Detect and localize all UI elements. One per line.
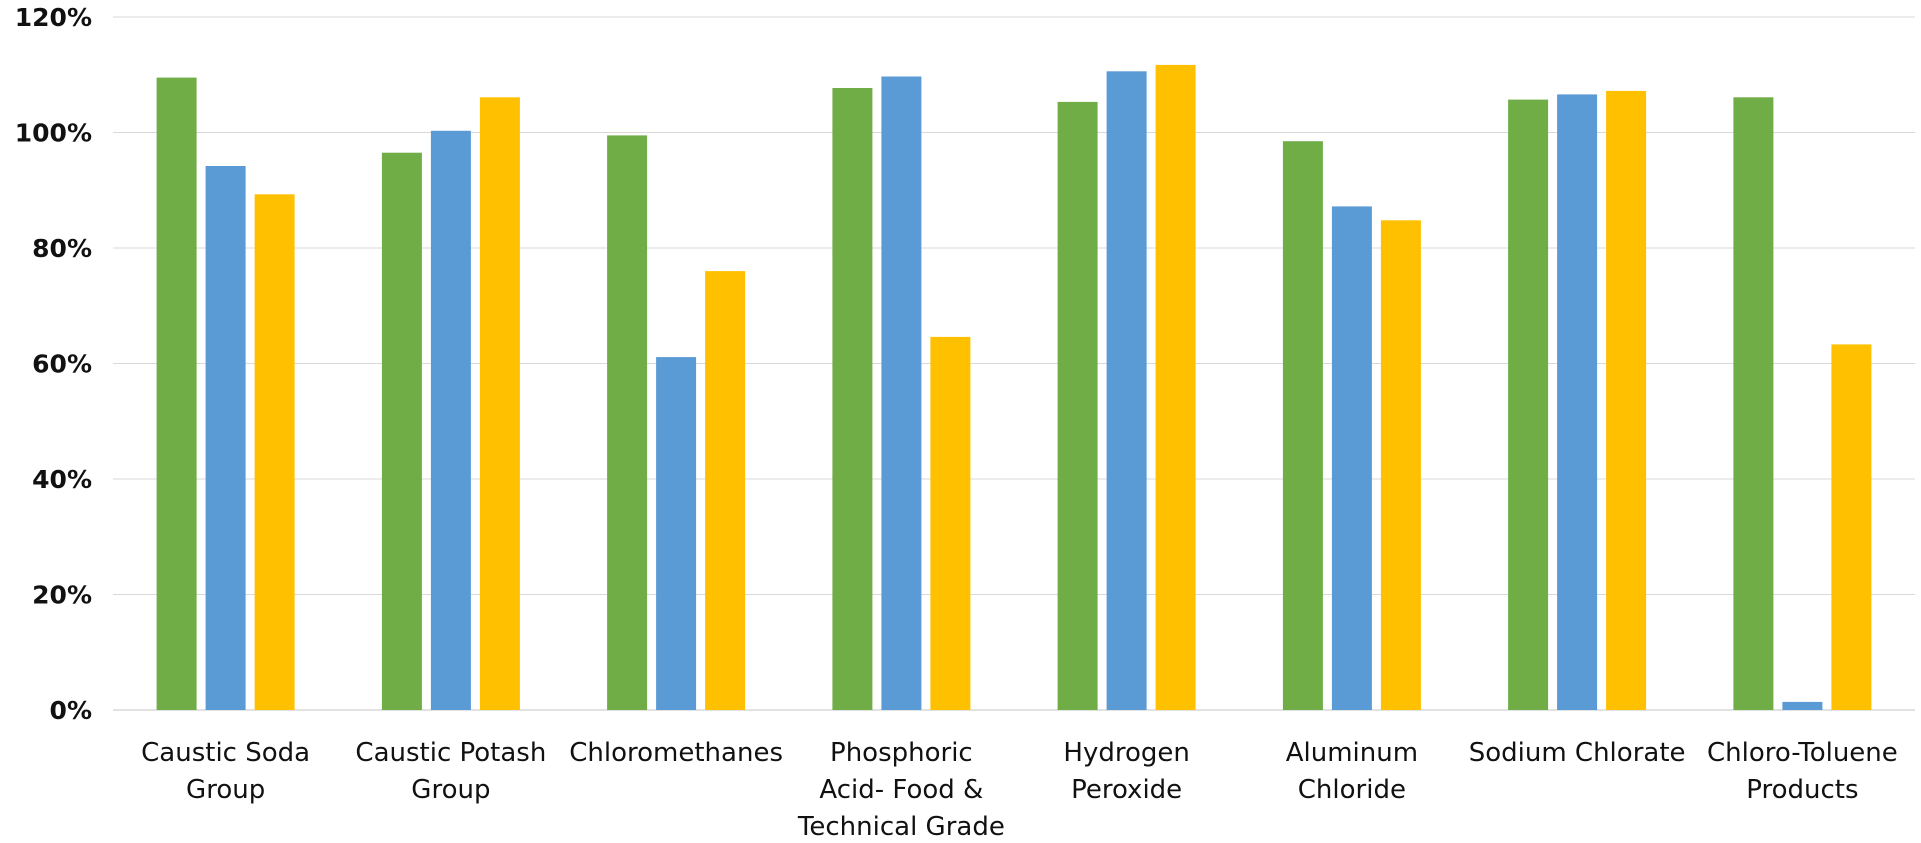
y-tick-label: 120% <box>15 3 92 32</box>
x-tick-label: Aluminum Chloride <box>1286 738 1418 805</box>
x-tick-label: Caustic Potash Group <box>355 738 546 805</box>
bar <box>381 152 422 710</box>
bar <box>1331 206 1372 710</box>
bar <box>1282 141 1323 710</box>
bar <box>1557 94 1598 710</box>
bar <box>1057 101 1098 710</box>
bar <box>705 271 746 710</box>
x-tick-label: Caustic Soda Group <box>141 738 310 805</box>
bar <box>254 194 295 711</box>
bar <box>156 77 197 711</box>
bar <box>479 97 520 711</box>
bars <box>156 64 1872 711</box>
x-tick-label: Chloromethanes <box>569 738 783 768</box>
y-tick-label: 20% <box>32 581 92 610</box>
bar <box>1782 701 1823 710</box>
y-tick-label: 100% <box>15 119 92 148</box>
x-tick-label: Phosphoric Acid- Food & Technical Grade <box>797 738 1005 842</box>
bar <box>656 357 697 710</box>
bar <box>1606 90 1647 710</box>
x-tick-label: Sodium Chlorate <box>1469 738 1686 768</box>
y-tick-label: 40% <box>32 465 92 494</box>
bar <box>1380 220 1421 711</box>
bar <box>1733 97 1774 711</box>
x-tick-label: Hydrogen Peroxide <box>1063 738 1189 805</box>
bar <box>607 135 648 710</box>
x-axis-ticks: Caustic Soda Group Caustic Potash Group Chlo… <box>141 738 1898 842</box>
bar <box>881 76 922 710</box>
bar <box>1155 64 1196 710</box>
y-axis-ticks: 0% 20% 40% 60% 80% 100% 120% <box>15 3 92 725</box>
bar <box>205 166 246 710</box>
y-tick-label: 80% <box>32 234 92 263</box>
bar <box>930 336 971 710</box>
bar <box>1831 344 1872 710</box>
bar <box>430 130 471 711</box>
y-tick-label: 0% <box>50 696 92 725</box>
bar <box>1106 71 1147 711</box>
y-tick-label: 60% <box>32 350 92 379</box>
x-tick-label: Chloro-Toluene Products <box>1707 738 1898 805</box>
bar <box>832 88 873 710</box>
bar <box>1508 99 1549 711</box>
